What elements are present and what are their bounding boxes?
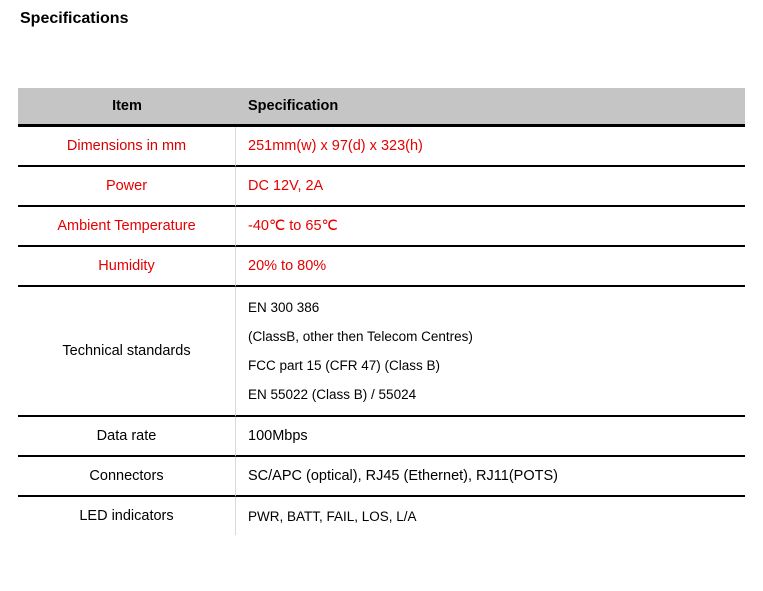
row-led-item: LED indicators (18, 497, 236, 535)
row-rate-item: Data rate (18, 417, 236, 457)
row-power-item: Power (18, 167, 236, 207)
row-conn-item: Connectors (18, 457, 236, 497)
table-row: LED indicators PWR, BATT, FAIL, LOS, L/A (18, 497, 745, 535)
row-temp-spec: -40℃ to 65℃ (236, 207, 745, 247)
row-humid-spec: 20% to 80% (236, 247, 745, 287)
table-row: Ambient Temperature -40℃ to 65℃ (18, 207, 745, 247)
row-tech-item: Technical standards (18, 287, 236, 417)
table-row: Data rate 100Mbps (18, 417, 745, 457)
row-conn-spec: SC/APC (optical), RJ45 (Ethernet), RJ11(… (236, 457, 745, 497)
col-header-spec: Specification (236, 88, 745, 127)
table-row: Connectors SC/APC (optical), RJ45 (Ether… (18, 457, 745, 497)
page-title: Specifications (20, 10, 745, 28)
row-temp-item: Ambient Temperature (18, 207, 236, 247)
row-tech-spec: EN 300 386 (ClassB, other then Telecom C… (236, 287, 745, 417)
table-row: Technical standards EN 300 386 (ClassB, … (18, 287, 745, 417)
row-power-spec: DC 12V, 2A (236, 167, 745, 207)
page-root: Specifications Item Specification Dimens… (0, 0, 763, 535)
row-tech-spec-line: EN 55022 (Class B) / 55024 (248, 387, 733, 402)
table-row: Humidity 20% to 80% (18, 247, 745, 287)
spec-table: Item Specification Dimensions in mm 251m… (18, 88, 745, 535)
table-row: Dimensions in mm 251mm(w) x 97(d) x 323(… (18, 127, 745, 167)
row-rate-spec: 100Mbps (236, 417, 745, 457)
row-tech-spec-line: FCC part 15 (CFR 47) (Class B) (248, 358, 733, 373)
row-dims-item: Dimensions in mm (18, 127, 236, 167)
table-header-row: Item Specification (18, 88, 745, 127)
row-humid-item: Humidity (18, 247, 236, 287)
row-dims-spec: 251mm(w) x 97(d) x 323(h) (236, 127, 745, 167)
row-tech-spec-line: (ClassB, other then Telecom Centres) (248, 329, 733, 344)
row-tech-spec-line: EN 300 386 (248, 300, 733, 315)
table-row: Power DC 12V, 2A (18, 167, 745, 207)
row-led-spec: PWR, BATT, FAIL, LOS, L/A (236, 497, 745, 535)
col-header-item: Item (18, 88, 236, 127)
